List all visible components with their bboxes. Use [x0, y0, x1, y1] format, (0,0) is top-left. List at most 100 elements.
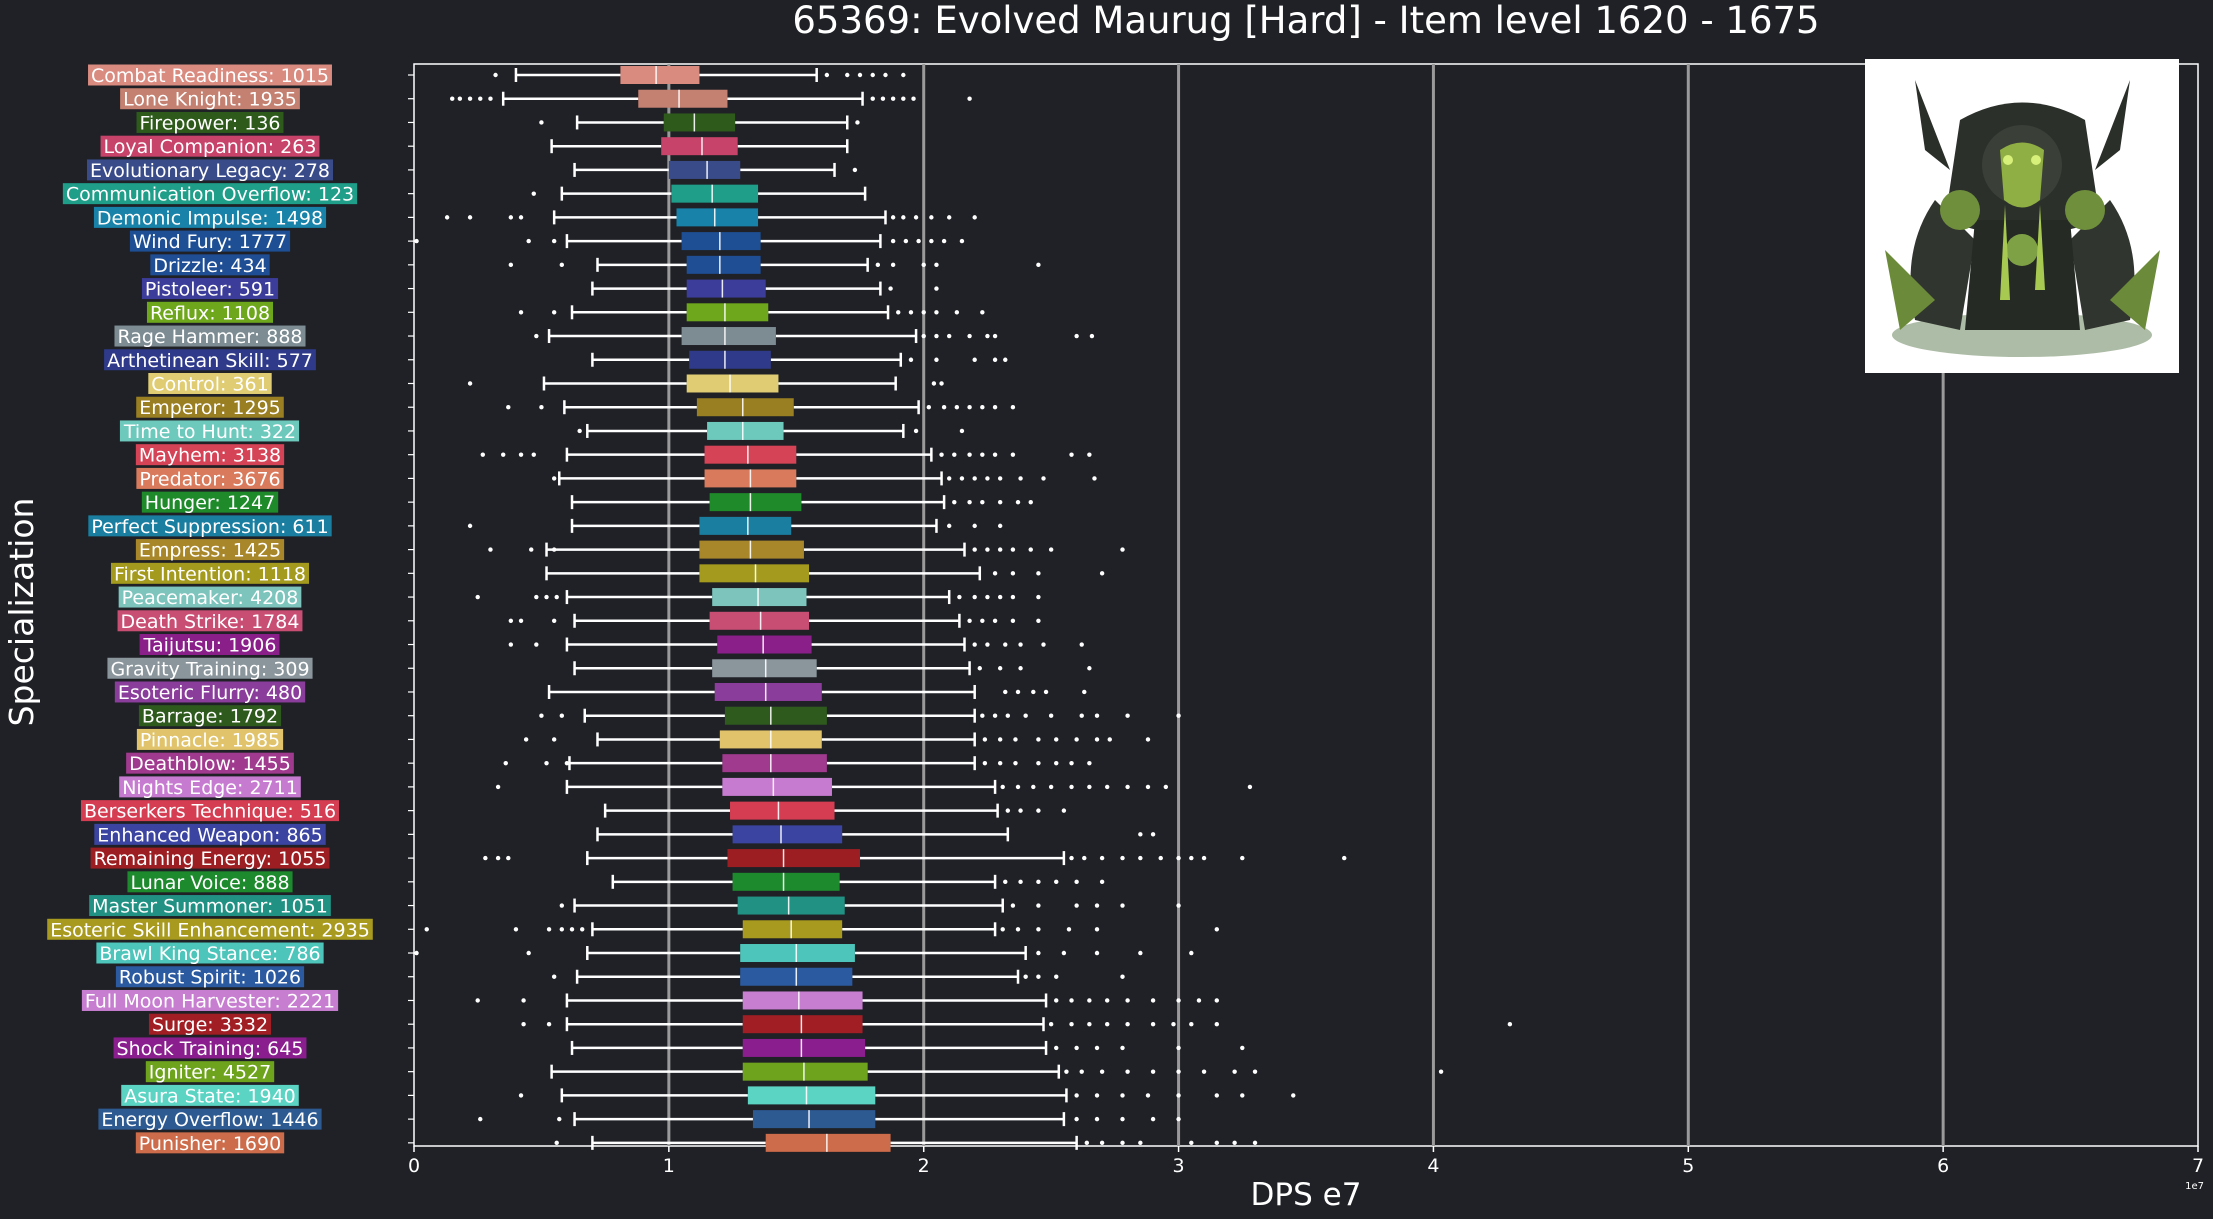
outlier-point — [501, 452, 506, 457]
outlier-point — [980, 499, 985, 505]
outlier-point — [972, 642, 977, 647]
outlier-point — [972, 547, 977, 552]
box-row — [424, 920, 1220, 939]
outlier-point — [1013, 760, 1018, 766]
category-label-background — [87, 159, 333, 181]
box — [722, 777, 832, 796]
outlier-point — [1003, 642, 1008, 647]
outlier-point — [1125, 713, 1130, 718]
outlier-point — [1150, 998, 1156, 1003]
category-label-background — [121, 1084, 299, 1106]
category-label-text: Empress: 1425 — [139, 540, 281, 562]
outlier-point — [992, 713, 998, 718]
outlier-point — [911, 96, 916, 101]
category-label: Igniter: 4527 — [145, 1061, 275, 1084]
category-label-text: Igniter: 4527 — [149, 1062, 271, 1084]
category-label-background — [138, 705, 282, 727]
outlier-point — [483, 855, 488, 861]
outlier-point — [959, 476, 965, 481]
outlier-point — [1010, 547, 1016, 552]
outlier-point — [890, 96, 896, 101]
box — [727, 849, 860, 868]
category-label: Taijutsu: 1906 — [139, 634, 280, 657]
category-label-background — [113, 1037, 307, 1059]
outlier-point — [870, 96, 875, 101]
category-label: Robust Spirit: 1026 — [115, 966, 305, 989]
box-row — [591, 350, 1008, 369]
outlier-point — [1214, 1093, 1220, 1098]
x-tick-label: 6 — [1937, 1155, 1949, 1177]
box-row — [508, 611, 1041, 630]
outlier-point — [1099, 1069, 1105, 1074]
box — [714, 682, 822, 701]
chart-title: 65369: Evolved Maurug [Hard] - Item leve… — [792, 0, 1819, 42]
outlier-point — [1120, 1140, 1125, 1146]
category-label-text: Brawl King Stance: 786 — [99, 943, 320, 965]
box-row — [475, 588, 1041, 607]
outlier-point — [1031, 784, 1036, 790]
outlier-point — [1150, 832, 1156, 837]
outlier-point — [557, 1116, 562, 1122]
category-label-text: Firepower: 136 — [139, 112, 280, 134]
category-label: Rage Hammer: 888 — [114, 325, 306, 348]
category-label: Evolutionary Legacy: 278 — [87, 159, 333, 182]
category-label: Barrage: 1792 — [138, 705, 282, 728]
box-row — [570, 1038, 1245, 1057]
outlier-point — [921, 333, 926, 339]
outlier-point — [1054, 998, 1059, 1003]
outlier-point — [424, 927, 429, 932]
outlier-point — [1087, 760, 1092, 766]
box-row — [488, 540, 1125, 559]
category-label-background — [88, 515, 332, 537]
outlier-point — [1145, 737, 1151, 742]
category-label: Control: 361 — [148, 372, 272, 395]
plot-frame — [413, 63, 2199, 1147]
category-label-background — [81, 989, 339, 1011]
box — [709, 611, 810, 630]
outlier-point — [539, 405, 544, 410]
outlier-point — [1048, 547, 1054, 552]
outlier-point — [929, 238, 934, 244]
outlier-point — [967, 405, 972, 410]
category-label: Lone Knight: 1935 — [120, 88, 300, 111]
outlier-point — [1247, 784, 1253, 790]
outlier-point — [1018, 879, 1023, 885]
category-label-background — [145, 1061, 275, 1083]
outlier-point — [1189, 1021, 1194, 1027]
category-label-background — [129, 230, 291, 252]
category-label-text: Asura State: 1940 — [124, 1085, 296, 1107]
category-label-background — [93, 206, 327, 228]
outlier-point — [952, 452, 957, 457]
outlier-point — [1150, 1069, 1156, 1074]
outlier-point — [1036, 618, 1041, 623]
box — [699, 516, 792, 535]
outlier-point — [513, 927, 519, 932]
category-label: Drizzle: 434 — [150, 254, 270, 277]
outlier-point — [941, 405, 947, 410]
box-row — [550, 1062, 1444, 1081]
category-label-text: Lunar Voice: 888 — [130, 872, 289, 894]
outlier-point — [1120, 1045, 1125, 1051]
outlier-point — [1094, 737, 1100, 742]
outlier-point — [992, 405, 998, 410]
category-label-background — [136, 728, 284, 750]
outlier-point — [526, 238, 531, 244]
outlier-point — [1015, 927, 1021, 932]
outlier-point — [997, 476, 1003, 481]
outlier-point — [1041, 642, 1046, 647]
outlier-point — [1105, 998, 1110, 1003]
category-label-text: Full Moon Harvester: 2221 — [85, 990, 335, 1012]
box-row — [577, 421, 965, 440]
box-row — [467, 516, 1003, 535]
category-label: Mayhem: 3138 — [135, 444, 285, 467]
outlier-point — [1010, 903, 1016, 908]
outlier-point — [992, 571, 998, 576]
outlier-point — [992, 452, 998, 457]
box-row — [539, 113, 860, 132]
category-label-background — [146, 301, 274, 323]
outlier-point — [1150, 1116, 1156, 1122]
category-label-text: Pistoleer: 591 — [145, 279, 275, 301]
boss-portrait-image — [1865, 59, 2179, 373]
outlier-point — [1054, 1045, 1059, 1051]
